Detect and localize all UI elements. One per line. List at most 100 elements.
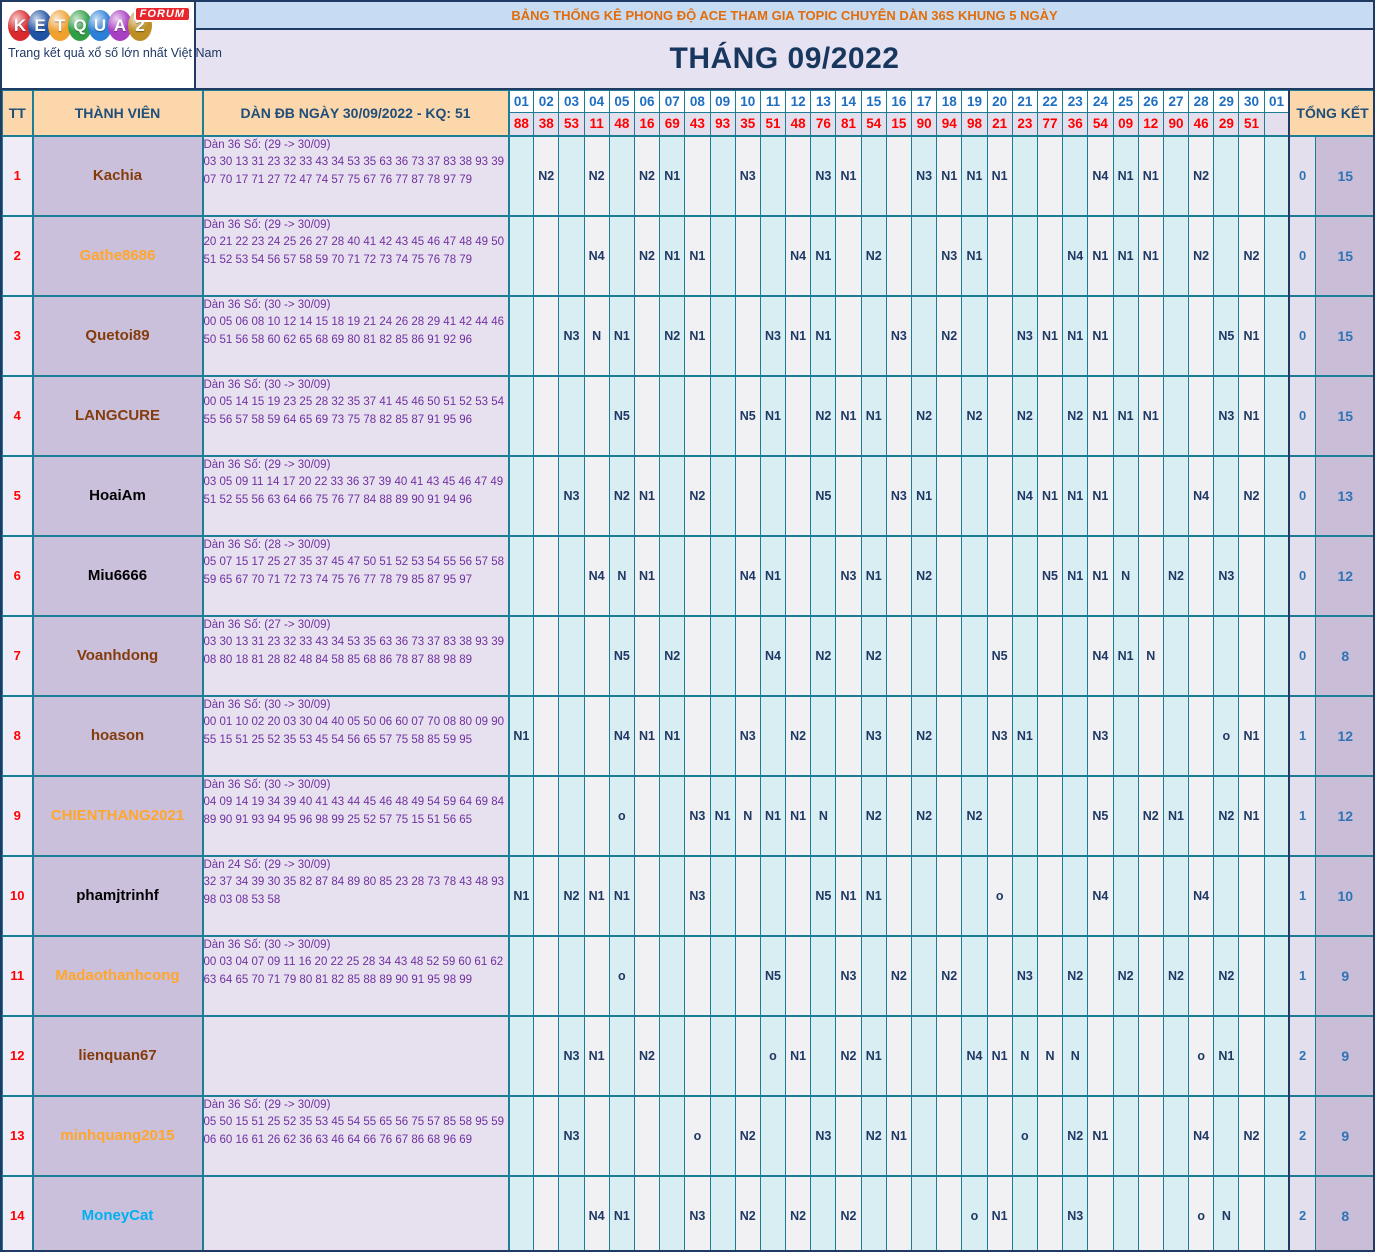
day-cell bbox=[1011, 614, 1038, 696]
day-cell: o bbox=[684, 1094, 711, 1176]
result-value: 48 bbox=[785, 112, 812, 136]
day-cell bbox=[633, 1174, 661, 1250]
day-cell bbox=[507, 1174, 535, 1250]
day-cell: N1 bbox=[961, 214, 988, 296]
day-cell bbox=[1238, 934, 1265, 1016]
day-cell bbox=[608, 1014, 635, 1096]
day-cell bbox=[1062, 134, 1089, 216]
day-cell bbox=[583, 454, 610, 536]
day-cell: N2 bbox=[910, 374, 938, 456]
day-cell: N3 bbox=[684, 1174, 711, 1250]
dan-numbers: 03 30 13 31 23 32 33 43 34 53 35 63 36 7… bbox=[203, 156, 505, 187]
day-cell: N1 bbox=[835, 134, 862, 216]
day-cell: N2 bbox=[885, 934, 913, 1016]
day-cell bbox=[1137, 1174, 1164, 1250]
day-cell bbox=[785, 534, 812, 616]
day-cell: N5 bbox=[608, 614, 635, 696]
day-cell: N1 bbox=[1112, 134, 1139, 216]
day-cell bbox=[986, 534, 1013, 616]
day-cell: N3 bbox=[936, 214, 963, 296]
result-value: 09 bbox=[1112, 112, 1139, 136]
day-cell: N1 bbox=[936, 134, 963, 216]
day-cell bbox=[961, 694, 988, 776]
day-cell bbox=[533, 614, 560, 696]
day-cell: N2 bbox=[1137, 774, 1164, 856]
day-cell: N1 bbox=[1087, 374, 1114, 456]
row-number: 6 bbox=[2, 534, 34, 616]
day-cell bbox=[1062, 774, 1089, 856]
total-miss: 2 bbox=[1288, 1174, 1316, 1250]
row-number: 10 bbox=[2, 854, 34, 936]
day-cell bbox=[759, 134, 787, 216]
day-cell bbox=[1162, 374, 1190, 456]
day-cell bbox=[558, 1174, 585, 1250]
day-cell bbox=[533, 294, 560, 376]
day-cell: N bbox=[734, 774, 761, 856]
day-cell bbox=[1188, 374, 1215, 456]
dan-cell: Dàn 36 Số: (30 -> 30/09) 00 05 06 08 10 1… bbox=[202, 294, 510, 376]
day-cell bbox=[684, 694, 711, 776]
day-cell bbox=[1062, 854, 1089, 936]
day-cell bbox=[507, 214, 535, 296]
day-cell bbox=[533, 774, 560, 856]
day-cell: N1 bbox=[633, 694, 661, 776]
total-hit: 12 bbox=[1314, 694, 1373, 776]
day-cell bbox=[910, 614, 938, 696]
total-miss: 1 bbox=[1288, 934, 1316, 1016]
day-cell: N3 bbox=[1011, 934, 1038, 1016]
day-header: 20 bbox=[986, 90, 1013, 113]
day-cell bbox=[759, 1174, 787, 1250]
day-cell bbox=[709, 374, 736, 456]
dan-numbers: 00 05 14 15 19 23 25 28 32 35 37 41 45 4… bbox=[203, 396, 505, 427]
dan-numbers: 04 09 14 19 34 39 40 41 43 44 45 46 48 4… bbox=[203, 796, 505, 827]
day-cell bbox=[533, 1014, 560, 1096]
day-cell: N bbox=[583, 294, 610, 376]
total-miss: 0 bbox=[1288, 614, 1316, 696]
day-cell: N1 bbox=[709, 774, 736, 856]
row-number: 3 bbox=[2, 294, 34, 376]
day-cell bbox=[1087, 934, 1114, 1016]
day-cell bbox=[835, 454, 862, 536]
day-cell: N2 bbox=[810, 614, 837, 696]
day-cell bbox=[1112, 1094, 1139, 1176]
day-cell: o bbox=[1213, 694, 1240, 776]
table-row: 13 minhquang2015 Dàn 36 Số: (29 -> 30/09) 0… bbox=[2, 1094, 1373, 1176]
day-cell: N1 bbox=[1087, 214, 1114, 296]
day-cell bbox=[1112, 294, 1139, 376]
day-cell bbox=[709, 1014, 736, 1096]
day-cell bbox=[860, 294, 887, 376]
day-cell bbox=[1162, 1174, 1190, 1250]
day-cell bbox=[860, 134, 887, 216]
dan-numbers: 05 50 15 51 25 52 35 53 45 54 55 65 56 7… bbox=[203, 1116, 505, 1147]
day-cell: N1 bbox=[1137, 134, 1164, 216]
dan-range: Dàn 36 Số: (29 -> 30/09) bbox=[203, 138, 331, 151]
day-cell bbox=[1188, 534, 1215, 616]
day-cell: N3 bbox=[734, 134, 761, 216]
row-number: 9 bbox=[2, 774, 34, 856]
day-cell bbox=[558, 774, 585, 856]
day-cell: N2 bbox=[860, 774, 887, 856]
day-cell: N1 bbox=[1238, 774, 1265, 856]
day-cell bbox=[659, 854, 686, 936]
day-cell bbox=[885, 374, 913, 456]
day-cell: N3 bbox=[558, 1014, 585, 1096]
day-cell bbox=[533, 534, 560, 616]
day-cell bbox=[936, 854, 963, 936]
result-value: 88 bbox=[507, 112, 535, 136]
table-row: 2 Gathe8686 Dàn 36 Số: (29 -> 30/09) 20 21 … bbox=[2, 214, 1373, 296]
dan-cell: Dàn 24 Số: (29 -> 30/09) 32 37 34 39 30 3… bbox=[202, 854, 510, 936]
total-hit: 15 bbox=[1314, 134, 1373, 216]
dan-range: Dàn 36 Số: (27 -> 30/09) bbox=[203, 618, 331, 631]
day-cell: N1 bbox=[860, 534, 887, 616]
day-cell: N1 bbox=[1087, 454, 1114, 536]
day-header: 23 bbox=[1062, 90, 1089, 113]
day-cell bbox=[1162, 214, 1190, 296]
header-row-days: TT THÀNH VIÊN DÀN ĐB NGÀY 30/09/2022 - KQ:… bbox=[2, 90, 1373, 136]
day-cell bbox=[961, 854, 988, 936]
day-cell bbox=[810, 694, 837, 776]
day-cell bbox=[986, 374, 1013, 456]
day-cell: o bbox=[961, 1174, 988, 1250]
day-cell bbox=[986, 934, 1013, 1016]
day-cell bbox=[835, 774, 862, 856]
day-cell bbox=[659, 774, 686, 856]
